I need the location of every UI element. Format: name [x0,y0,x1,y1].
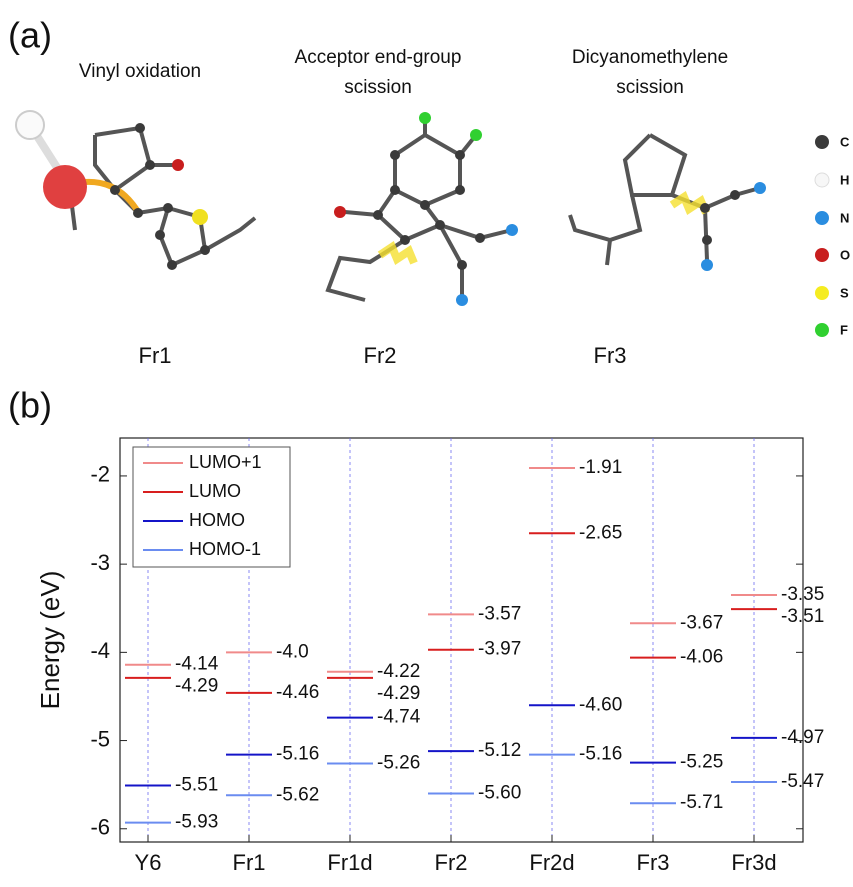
y-tick-label: -3 [90,550,110,575]
atom-label: S [840,285,849,300]
x-tick-label: Fr1 [233,850,266,875]
value-label: -3.97 [478,639,521,660]
fragment-title: Vinyl oxidation [79,61,201,82]
atom-label: H [840,172,849,187]
x-tick-label: Fr2d [529,850,574,875]
y-tick-label: -4 [90,638,110,663]
y-tick-label: -5 [90,726,110,751]
x-tick-label: Fr1d [327,850,372,875]
value-label: -4.46 [276,682,319,703]
value-label: -5.62 [276,784,319,805]
y-tick-label: -2 [90,462,110,487]
value-label: -5.93 [175,812,218,833]
legend-label: LUMO+1 [189,452,262,472]
figure: (a) Vinyl oxidation Acceptor end-group s… [0,0,853,882]
legend-label: LUMO [189,481,241,501]
value-label: -4.0 [276,641,309,662]
x-tick-label: Fr3d [731,850,776,875]
value-label: -4.74 [377,707,421,728]
value-label: -5.25 [680,752,723,773]
fragment-label: Fr3 [594,343,627,368]
value-label: -5.16 [579,744,622,765]
atom-label: C [840,134,850,149]
atom-label: N [840,210,849,225]
value-label: -3.35 [781,584,824,605]
legend-label: HOMO [189,510,245,530]
value-label: -4.29 [175,676,218,697]
fragment-title: scission [344,77,412,98]
atom-label: F [840,322,848,337]
value-label: -3.51 [781,606,824,627]
molecule-fr2 [328,112,518,306]
value-label: -4.22 [377,661,420,682]
panel-label: (b) [8,385,52,426]
value-label: -1.91 [579,457,622,478]
fragment-title: Acceptor end-group [295,47,462,68]
value-label: -5.71 [680,792,723,813]
value-label: -5.47 [781,771,824,792]
legend-label: HOMO-1 [189,539,261,559]
atom-legend: C H N O S F [815,134,850,337]
value-label: -5.51 [175,775,218,796]
value-label: -5.12 [478,740,521,761]
x-tick-label: Fr2 [435,850,468,875]
atom-label: O [840,247,850,262]
value-label: -5.16 [276,744,319,765]
value-label: -4.14 [175,654,219,675]
value-label: -4.60 [579,694,622,715]
panel-label: (a) [8,15,52,56]
fragment-title: scission [616,77,684,98]
x-tick-label: Y6 [135,850,162,875]
molecule-fr3 [570,135,766,271]
y-axis-label: Energy (eV) [35,571,65,710]
value-label: -4.06 [680,647,723,668]
value-label: -5.60 [478,783,521,804]
fragment-label: Fr2 [364,343,397,368]
fragment-label: Fr1 [139,343,172,368]
molecule-fr1 [16,111,255,270]
x-tick-label: Fr3 [637,850,670,875]
y-tick-label: -6 [90,815,110,840]
value-label: -3.67 [680,612,723,633]
fragment-title: Dicyanomethylene [572,47,728,68]
value-label: -4.29 [377,683,420,704]
value-label: -2.65 [579,522,622,543]
value-label: -5.26 [377,753,420,774]
value-label: -3.57 [478,603,521,624]
value-label: -4.97 [781,727,824,748]
